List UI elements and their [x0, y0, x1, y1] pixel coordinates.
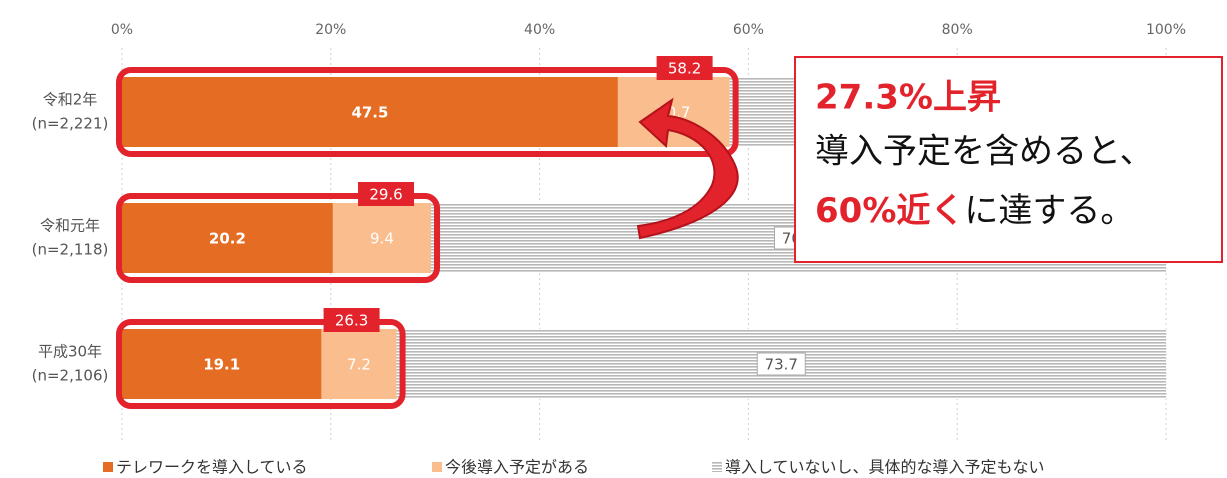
legend-swatch	[432, 462, 442, 472]
total-outline	[116, 67, 739, 157]
x-tick-label: 80%	[942, 22, 973, 38]
x-tick-label: 100%	[1146, 22, 1186, 38]
category-note: (n=2,106)	[32, 367, 109, 385]
category-note: (n=2,221)	[32, 115, 109, 133]
bar-segment	[122, 203, 333, 273]
legend-swatch	[103, 462, 113, 472]
category-note: (n=2,118)	[32, 241, 109, 259]
value-label: 7.2	[347, 356, 371, 374]
category-label: 令和元年	[40, 217, 100, 235]
total-label-bg	[358, 182, 415, 206]
total-label: 26.3	[335, 312, 368, 330]
value-label: 9.4	[370, 230, 394, 248]
legend-swatch	[712, 462, 722, 472]
bar-segment	[332, 203, 432, 273]
x-tick-label: 0%	[111, 22, 133, 38]
callout: 27.3%上昇 導入予定を含めると、 60%近くに達する。	[636, 56, 1223, 263]
total-outline	[116, 319, 406, 409]
total-label: 29.6	[369, 186, 402, 204]
callout-text: 60%近くに達する。	[815, 191, 1134, 231]
arrow	[636, 97, 739, 240]
legend-label: テレワークを導入している	[116, 458, 308, 477]
category-label: 令和2年	[43, 91, 98, 109]
bar-segment	[321, 329, 397, 399]
value-label: 73.7	[765, 356, 798, 374]
total-outline	[116, 193, 441, 283]
value-label-bg	[756, 352, 806, 376]
bar-segment	[122, 77, 618, 147]
value-label: 19.1	[203, 356, 240, 374]
callout-box	[794, 56, 1223, 263]
legend: テレワークを導入している 今後導入予定がある 導入していないし、具体的な導入予定もな…	[103, 458, 1045, 477]
bar-segment	[122, 329, 322, 399]
legend-label: 導入していないし、具体的な導入予定もない	[725, 458, 1045, 477]
category-label: 平成30年	[38, 343, 102, 361]
x-tick-label: 60%	[733, 22, 764, 38]
total-label-bg	[656, 56, 713, 80]
total-label: 58.2	[668, 60, 701, 78]
value-label: 47.5	[351, 104, 388, 122]
x-tick-label: 20%	[315, 22, 346, 38]
callout-headline: 27.3%上昇	[815, 78, 1001, 118]
callout-emphasis: 60%近く	[815, 191, 964, 231]
callout-text: 導入予定を含めると、	[815, 132, 1154, 172]
value-label: 20.2	[209, 230, 246, 248]
callout-text-rest: に達する。	[964, 191, 1134, 231]
x-tick-label: 40%	[524, 22, 555, 38]
total-label-bg	[323, 308, 380, 332]
legend-label: 今後導入予定がある	[445, 458, 589, 477]
